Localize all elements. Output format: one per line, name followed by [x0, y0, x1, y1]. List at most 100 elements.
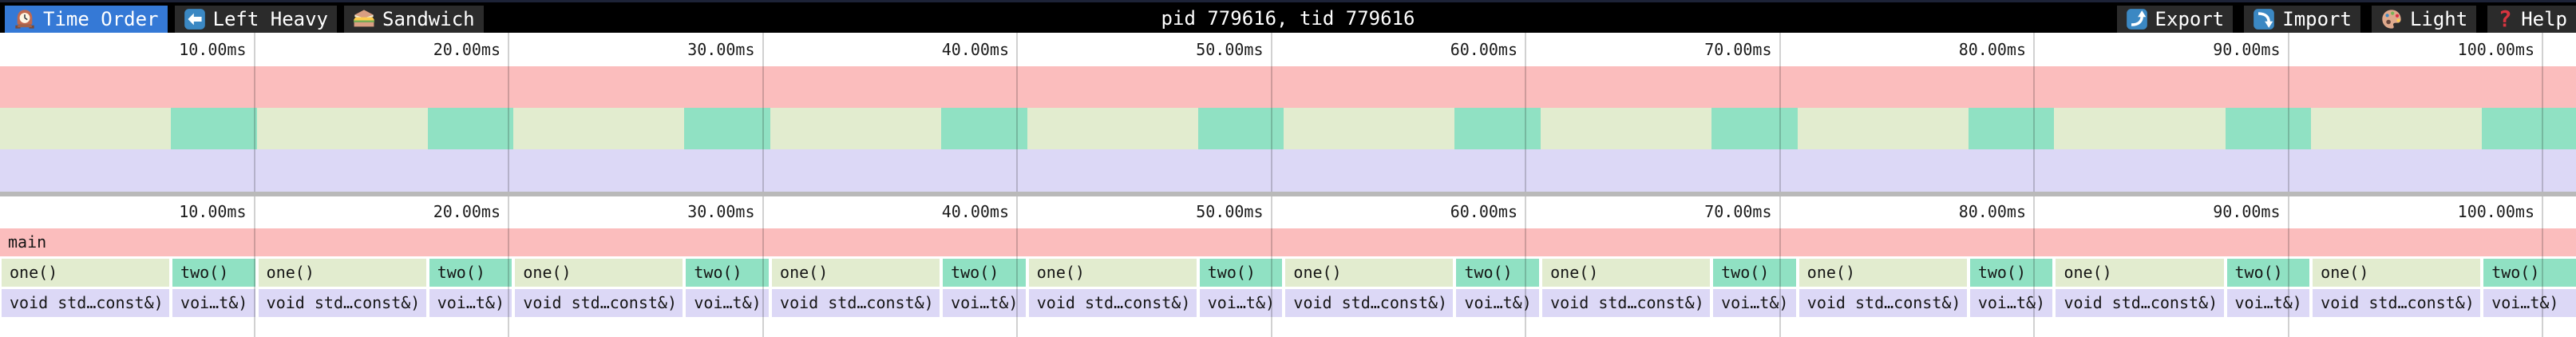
time-tick-label: 90.00ms	[2213, 40, 2281, 59]
time-gridline	[1779, 33, 1781, 192]
frame-one[interactable]: one()	[772, 259, 940, 287]
button-label: Help	[2521, 8, 2567, 30]
frame-one-sub[interactable]: void std…const&)	[1028, 289, 1197, 317]
time-tick-label: 80.00ms	[1958, 40, 2026, 59]
time-gridline	[2287, 196, 2289, 337]
frame-one[interactable]: one()	[515, 259, 683, 287]
time-gridline	[1016, 196, 1018, 337]
theme-toggle-button[interactable]: Light	[2371, 6, 2477, 33]
minimap-frame-two	[1454, 108, 1541, 149]
frame-two[interactable]: two()	[429, 259, 512, 287]
time-gridline	[2033, 196, 2035, 337]
frame-one[interactable]: one()	[2056, 259, 2224, 287]
time-gridline	[762, 196, 764, 337]
tab-label: Time Order	[43, 8, 159, 30]
button-label: Import	[2282, 8, 2352, 30]
frame-two[interactable]: two()	[686, 259, 770, 287]
palette-icon	[2382, 10, 2401, 29]
time-gridline	[508, 33, 509, 192]
minimap-level2-row	[0, 149, 2576, 192]
frame-one-sub[interactable]: void std…const&)	[1285, 289, 1454, 317]
minimap-root-row	[0, 66, 2576, 108]
time-tick-label: 60.00ms	[1450, 40, 1518, 59]
frame-two[interactable]: two()	[1456, 259, 1540, 287]
frame-two-sub[interactable]: voi…t&)	[2483, 289, 2576, 317]
import-button[interactable]: Import	[2244, 6, 2360, 33]
frame-two-sub[interactable]: voi…t&)	[686, 289, 770, 317]
frame-two[interactable]: two()	[172, 259, 255, 287]
time-tick-label: 40.00ms	[941, 202, 1009, 221]
frame-two[interactable]: two()	[1969, 259, 2053, 287]
export-button[interactable]: Export	[2116, 6, 2234, 33]
frame-two-sub[interactable]: voi…t&)	[1456, 289, 1540, 317]
frame-main[interactable]: main	[0, 228, 2576, 256]
frame-one[interactable]: one()	[1542, 259, 1711, 287]
toolbar-buttons: Export Import Light	[2116, 6, 2576, 33]
window-top-edge	[0, 0, 2576, 2]
minimap[interactable]: 10.00ms 20.00ms 30.00ms 40.00ms 50.00ms 60.00…	[0, 33, 2576, 192]
time-tick-label: 10.00ms	[179, 40, 247, 59]
frame-two-sub[interactable]: voi…t&)	[1199, 289, 1283, 317]
time-gridline	[1270, 196, 1272, 337]
import-icon	[2254, 9, 2275, 30]
time-tick-label: 60.00ms	[1450, 202, 1518, 221]
frame-one-sub[interactable]: void std…const&)	[2056, 289, 2224, 317]
frame-one[interactable]: one()	[1028, 259, 1197, 287]
tab-left-heavy[interactable]: Left Heavy	[174, 6, 337, 33]
frame-one-sub[interactable]: void std…const&)	[1798, 289, 1967, 317]
frame-two[interactable]: two()	[2226, 259, 2310, 287]
frame-one-sub[interactable]: void std…const&)	[2, 289, 170, 317]
frame-one[interactable]: one()	[1798, 259, 1967, 287]
frame-one-sub[interactable]: void std…const&)	[515, 289, 683, 317]
frame-two-sub[interactable]: voi…t&)	[429, 289, 512, 317]
minimap-frame-two	[171, 108, 257, 149]
frame-one-sub[interactable]: void std…const&)	[1542, 289, 1711, 317]
minimap-frame-two	[684, 108, 771, 149]
frame-two[interactable]: two()	[943, 259, 1026, 287]
time-gridline	[1525, 33, 1526, 192]
frame-two-sub[interactable]: voi…t&)	[1713, 289, 1796, 317]
minimap-frame-two	[1968, 108, 2055, 149]
frame-two[interactable]: two()	[1199, 259, 1283, 287]
time-gridline	[1779, 196, 1781, 337]
minimap-frame-two	[2482, 108, 2576, 149]
time-tick-label: 50.00ms	[1196, 40, 1264, 59]
tab-sandwich[interactable]: Sandwich	[344, 6, 484, 33]
frame-one[interactable]: one()	[1285, 259, 1454, 287]
time-gridline	[2542, 196, 2543, 337]
tab-label: Left Heavy	[212, 8, 329, 30]
frame-one-sub[interactable]: void std…const&)	[2313, 289, 2481, 317]
time-gridline	[1270, 33, 1272, 192]
minimap-frame-two	[1197, 108, 1284, 149]
time-gridline	[2033, 33, 2035, 192]
frame-one[interactable]: one()	[2313, 259, 2481, 287]
time-gridline	[508, 196, 509, 337]
tab-time-order[interactable]: Time Order	[5, 6, 168, 33]
frame-two-sub[interactable]: voi…t&)	[2226, 289, 2310, 317]
frame-one-sub[interactable]: void std…const&)	[772, 289, 940, 317]
help-button[interactable]: ? Help	[2487, 6, 2576, 33]
frame-one[interactable]: one()	[2, 259, 170, 287]
minimap-frame-two	[1711, 108, 1798, 149]
minimap-level1-row	[0, 108, 2576, 149]
frame-two-sub[interactable]: voi…t&)	[943, 289, 1026, 317]
frame-one[interactable]: one()	[258, 259, 426, 287]
trace-title: pid 779616, tid 779616	[1161, 7, 1415, 30]
time-gridline	[1016, 33, 1018, 192]
view-tabs: Time Order Left Heavy Sandwich	[5, 6, 484, 33]
time-tick-label: 100.00ms	[2457, 40, 2534, 59]
time-gridline	[2542, 33, 2543, 192]
frame-two[interactable]: two()	[1713, 259, 1796, 287]
time-tick-label: 50.00ms	[1196, 202, 1264, 221]
time-tick-label: 20.00ms	[433, 40, 501, 59]
frame-two-sub[interactable]: voi…t&)	[172, 289, 255, 317]
time-tick-label: 30.00ms	[687, 202, 755, 221]
frame-two[interactable]: two()	[2483, 259, 2576, 287]
time-gridline	[762, 33, 764, 192]
frame-two-sub[interactable]: voi…t&)	[1969, 289, 2053, 317]
frame-one-sub[interactable]: void std…const&)	[258, 289, 426, 317]
time-tick-label: 30.00ms	[687, 40, 755, 59]
minimap-frame-two	[941, 108, 1027, 149]
time-tick-label: 10.00ms	[179, 202, 247, 221]
